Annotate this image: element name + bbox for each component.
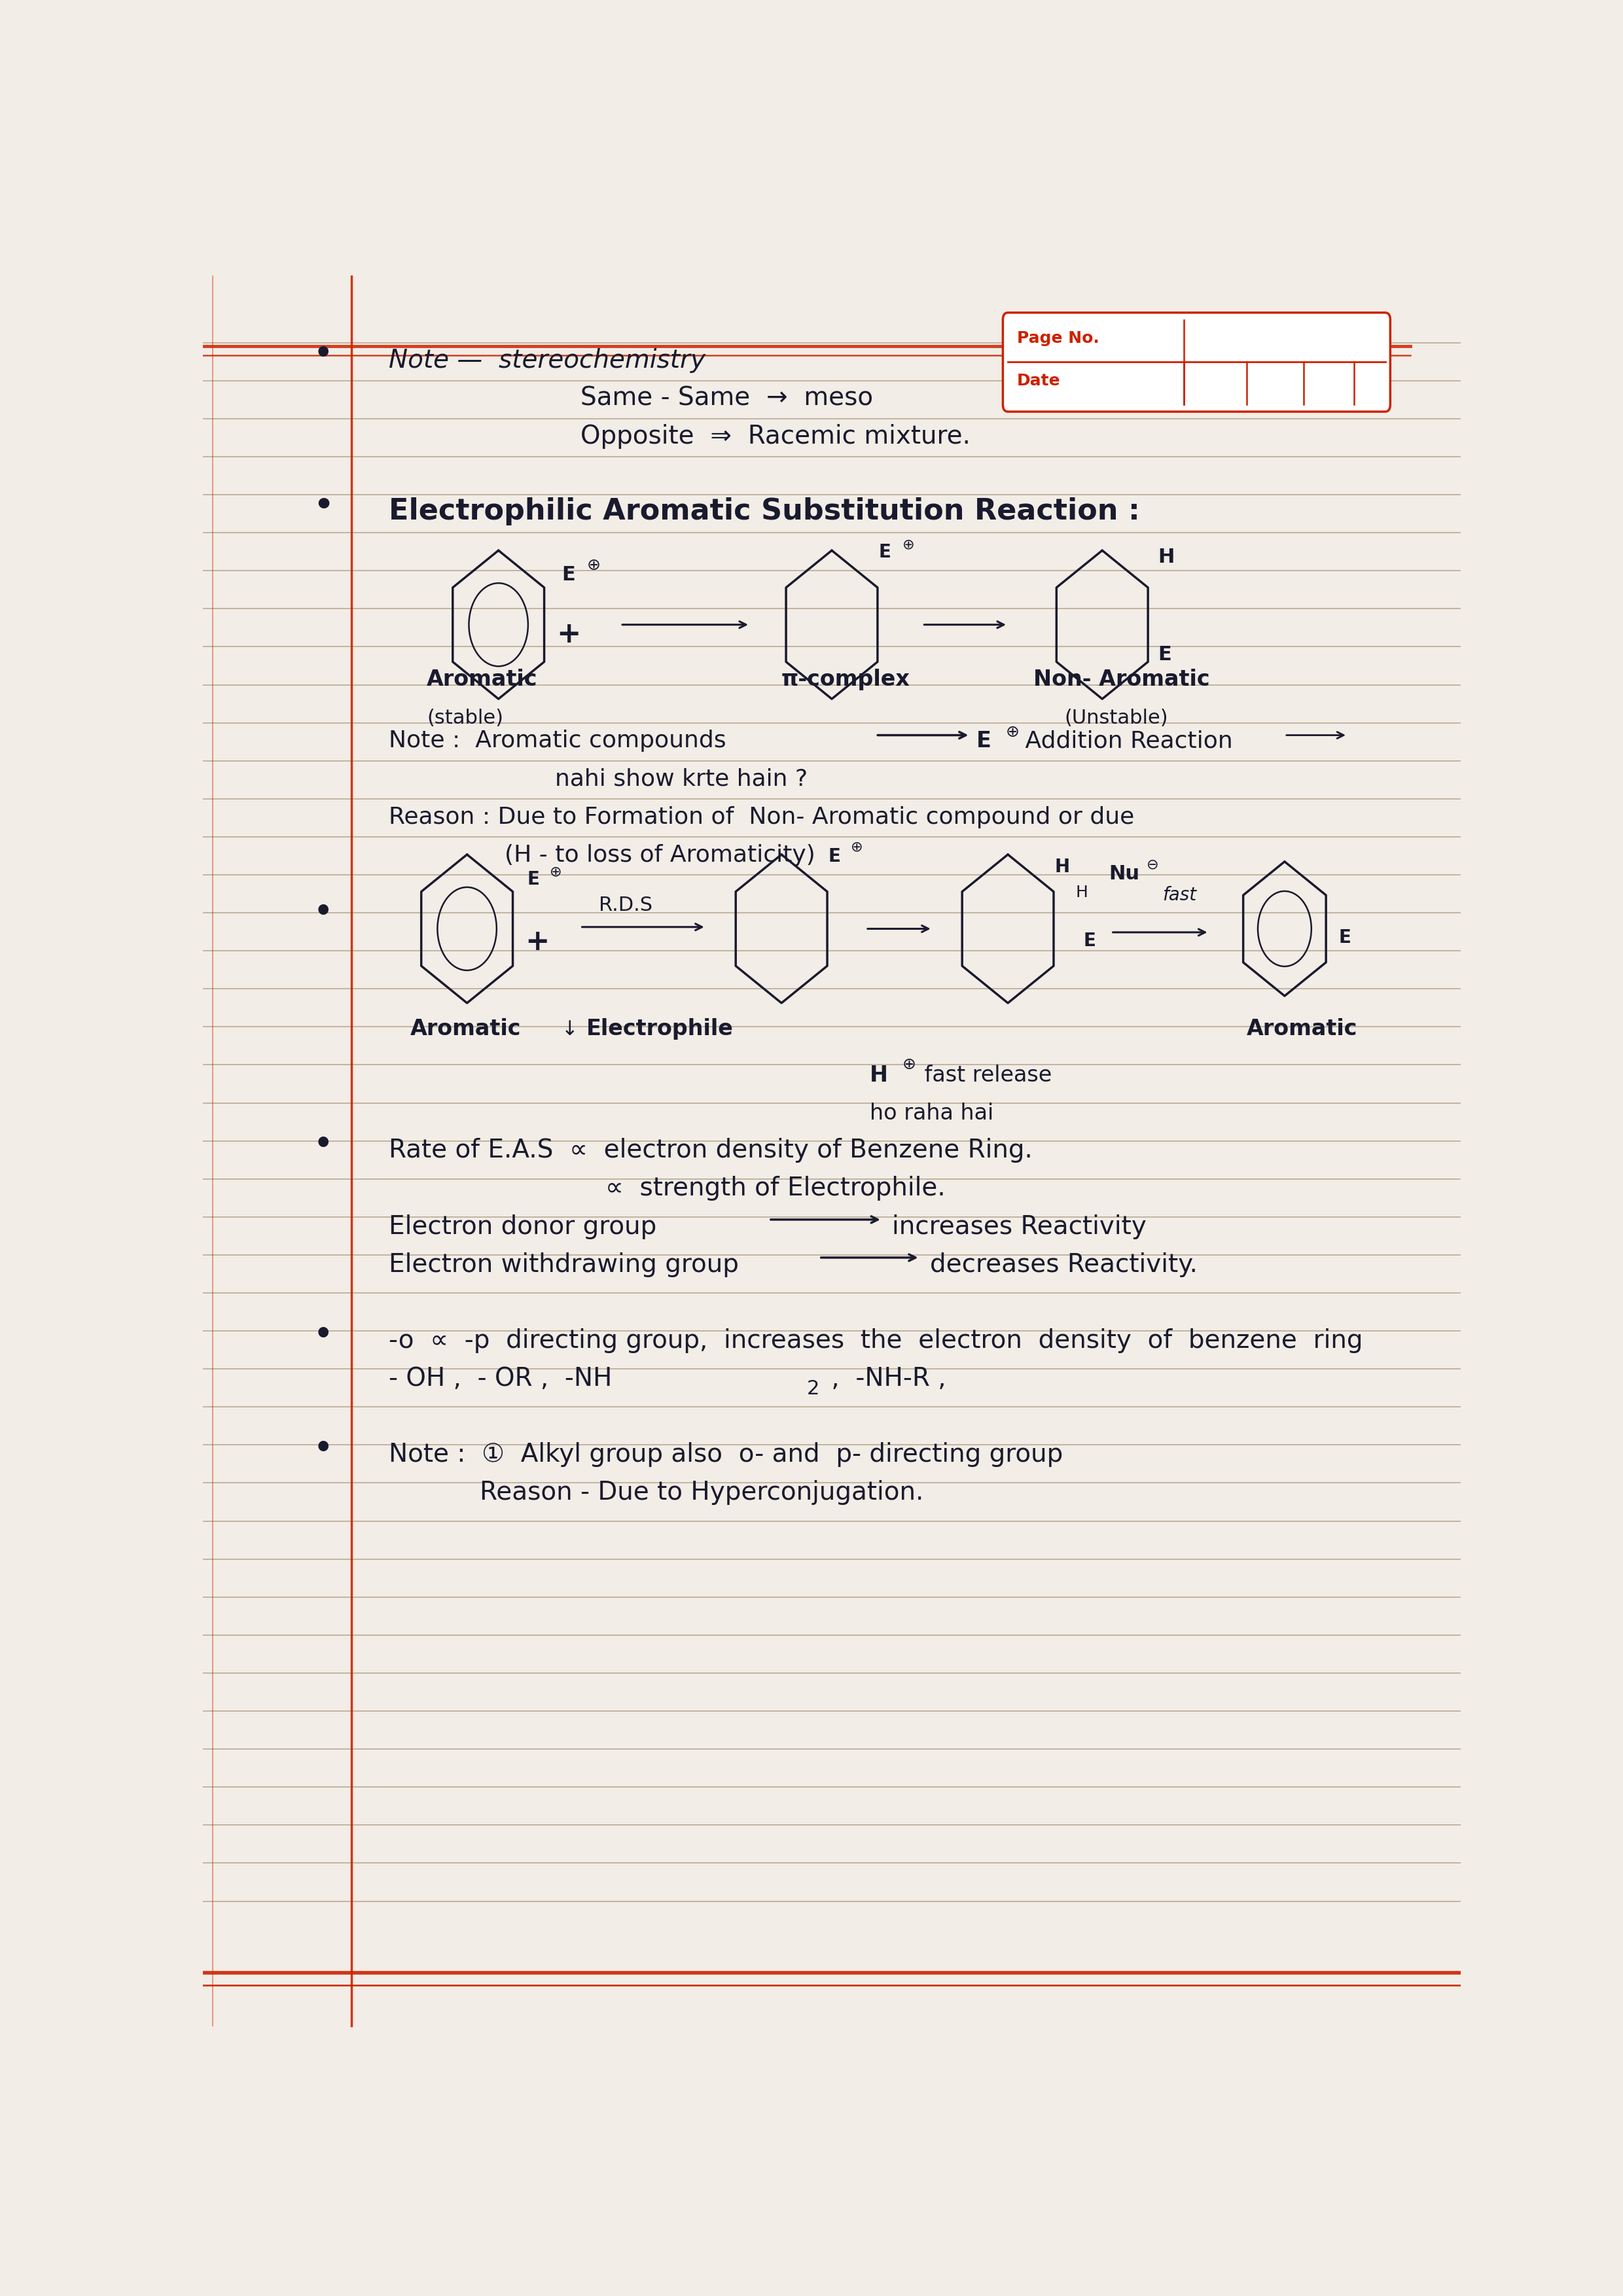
Text: Note —  stereochemistry: Note — stereochemistry — [390, 347, 706, 372]
Text: E: E — [1084, 932, 1096, 951]
Text: H: H — [1076, 884, 1087, 900]
Text: E: E — [878, 544, 891, 563]
Text: Note :  ①  Alkyl group also  o- and  p- directing group: Note : ① Alkyl group also o- and p- dire… — [390, 1442, 1063, 1467]
Text: R.D.S: R.D.S — [599, 895, 652, 916]
Text: fast release: fast release — [917, 1065, 1052, 1086]
Text: Reason : Due to Formation of  Non- Aromatic compound or due: Reason : Due to Formation of Non- Aromat… — [390, 806, 1134, 829]
Text: Date: Date — [1016, 372, 1060, 388]
Text: E: E — [828, 847, 841, 866]
Text: Page No.: Page No. — [1016, 331, 1099, 347]
Text: E: E — [1157, 645, 1172, 664]
Text: Note :  Aromatic compounds: Note : Aromatic compounds — [390, 730, 727, 753]
Text: •: • — [313, 1320, 333, 1348]
Text: π-complex: π-complex — [781, 668, 911, 691]
Text: Electron withdrawing group: Electron withdrawing group — [390, 1251, 738, 1277]
Text: Electrophilic Aromatic Substitution Reaction :: Electrophilic Aromatic Substitution Reac… — [390, 498, 1141, 526]
Text: E: E — [1339, 928, 1350, 946]
Text: ⊕: ⊕ — [902, 537, 914, 551]
Text: - OH ,  - OR ,  -NH: - OH , - OR , -NH — [390, 1366, 612, 1391]
Text: Aromatic: Aromatic — [427, 668, 537, 691]
Text: (H - to loss of Aromaticity): (H - to loss of Aromaticity) — [505, 845, 815, 866]
Text: Non- Aromatic: Non- Aromatic — [1032, 668, 1209, 691]
Text: ⊕: ⊕ — [1005, 726, 1019, 739]
Text: Aromatic: Aromatic — [1246, 1017, 1358, 1040]
Text: Aromatic: Aromatic — [411, 1017, 521, 1040]
Text: •: • — [313, 898, 333, 925]
Text: ,  -NH-R ,: , -NH-R , — [823, 1366, 946, 1391]
Text: Reason - Due to Hyperconjugation.: Reason - Due to Hyperconjugation. — [480, 1481, 923, 1506]
Text: increases Reactivity: increases Reactivity — [893, 1215, 1146, 1240]
Text: ⊕: ⊕ — [850, 840, 863, 854]
Text: •: • — [313, 491, 333, 521]
FancyBboxPatch shape — [1003, 312, 1391, 411]
Text: nahi show krte hain ?: nahi show krte hain ? — [555, 767, 808, 790]
Text: +: + — [557, 620, 581, 647]
Text: fast: fast — [1162, 886, 1196, 905]
Text: H: H — [1157, 549, 1173, 567]
Text: ↓: ↓ — [562, 1019, 578, 1038]
Text: (Unstable): (Unstable) — [1065, 709, 1169, 728]
Text: E: E — [562, 565, 575, 585]
Text: ⊖: ⊖ — [1146, 859, 1159, 870]
Text: Electron donor group: Electron donor group — [390, 1215, 657, 1240]
Text: ⊕: ⊕ — [586, 558, 601, 574]
Text: Electrophile: Electrophile — [586, 1017, 734, 1040]
Text: Rate of E.A.S  ∝  electron density of Benzene Ring.: Rate of E.A.S ∝ electron density of Benz… — [390, 1139, 1032, 1164]
Text: Same - Same  →  meso: Same - Same → meso — [581, 386, 873, 411]
Text: (stable): (stable) — [427, 709, 503, 728]
Text: H: H — [1055, 859, 1070, 877]
Text: Addition Reaction: Addition Reaction — [1018, 730, 1233, 753]
Text: ho raha hai: ho raha hai — [870, 1102, 993, 1125]
Text: ⊕: ⊕ — [902, 1056, 915, 1072]
Text: •: • — [313, 1435, 333, 1463]
Text: ∝  strength of Electrophile.: ∝ strength of Electrophile. — [605, 1176, 946, 1201]
Text: Opposite  ⇒  Racemic mixture.: Opposite ⇒ Racemic mixture. — [581, 425, 971, 448]
Text: •: • — [313, 1130, 333, 1157]
Text: 2: 2 — [807, 1380, 820, 1398]
Text: Nu: Nu — [1109, 863, 1139, 884]
Text: ⊕: ⊕ — [550, 866, 562, 879]
Text: decreases Reactivity.: decreases Reactivity. — [930, 1251, 1198, 1277]
Text: E: E — [977, 730, 992, 753]
Text: E: E — [527, 870, 540, 889]
Text: -o  ∝  -p  directing group,  increases  the  electron  density  of  benzene  rin: -o ∝ -p directing group, increases the e… — [390, 1327, 1363, 1352]
Text: H: H — [870, 1065, 888, 1086]
Text: +: + — [524, 928, 549, 955]
Text: •: • — [313, 340, 333, 367]
